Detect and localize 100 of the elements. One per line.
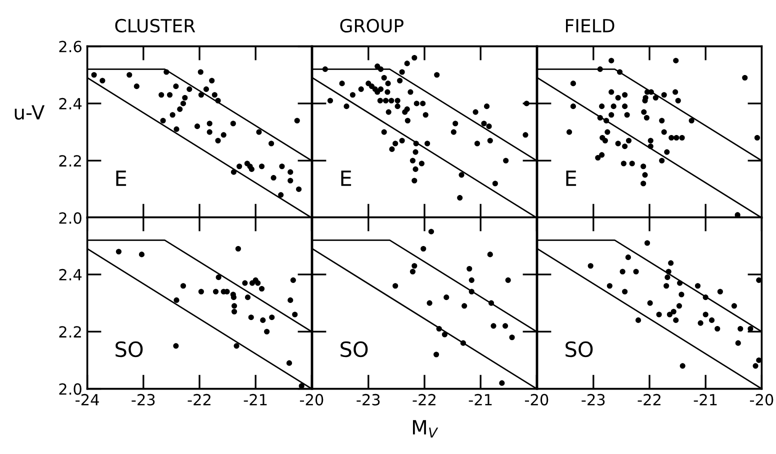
- point: [412, 263, 418, 269]
- point: [659, 118, 665, 124]
- point: [450, 129, 456, 135]
- point: [215, 98, 221, 104]
- point: [296, 186, 302, 192]
- point: [676, 303, 682, 309]
- point: [604, 118, 610, 124]
- point: [486, 124, 492, 130]
- point: [164, 69, 170, 75]
- point: [399, 69, 405, 75]
- point: [232, 303, 238, 309]
- point: [452, 120, 458, 126]
- point: [408, 89, 414, 95]
- point: [292, 312, 298, 318]
- point: [668, 260, 674, 266]
- point: [505, 277, 511, 283]
- point: [322, 66, 328, 72]
- point: [174, 297, 180, 303]
- x-tick-label: -20: [524, 394, 548, 406]
- point: [180, 100, 186, 106]
- point: [499, 380, 505, 386]
- point: [350, 92, 356, 98]
- point: [620, 268, 626, 274]
- point: [384, 89, 390, 95]
- point: [754, 134, 760, 141]
- point: [640, 164, 646, 170]
- point: [358, 86, 364, 92]
- point: [138, 252, 144, 258]
- point: [664, 274, 670, 280]
- x-tick-label: -22: [638, 394, 660, 406]
- point: [279, 164, 285, 170]
- point: [378, 66, 384, 72]
- point: [116, 248, 122, 254]
- annotation: E: [341, 170, 352, 186]
- point: [386, 109, 392, 115]
- x-tick-label: -20: [750, 394, 774, 406]
- annotation: SO: [116, 341, 143, 358]
- point: [206, 120, 212, 126]
- point: [378, 86, 384, 92]
- point: [212, 92, 218, 98]
- point: [670, 308, 676, 314]
- point: [622, 104, 628, 110]
- point: [636, 317, 642, 323]
- point: [368, 84, 375, 90]
- point: [502, 323, 508, 329]
- point: [426, 300, 432, 306]
- point: [198, 92, 204, 98]
- point: [177, 106, 183, 112]
- point: [339, 80, 345, 86]
- point: [413, 140, 419, 146]
- x-tick-label: -23: [132, 394, 155, 406]
- x-tick-label: -22: [412, 394, 436, 406]
- point: [460, 340, 466, 346]
- point: [230, 294, 236, 300]
- point: [242, 280, 248, 286]
- point: [622, 144, 628, 150]
- point: [644, 240, 650, 246]
- annotation: SO: [566, 341, 593, 358]
- point: [616, 69, 623, 75]
- chart-title: FIELD: [566, 19, 614, 32]
- point: [679, 134, 685, 141]
- point: [640, 180, 646, 186]
- x-tick-label: -21: [244, 394, 267, 406]
- point: [268, 140, 274, 146]
- point: [327, 98, 334, 104]
- point: [503, 158, 509, 164]
- point: [410, 158, 416, 164]
- point: [270, 175, 276, 181]
- annotation: E: [116, 170, 126, 186]
- point: [673, 58, 679, 64]
- point: [570, 80, 576, 86]
- y-tick-label: 2.4: [59, 98, 82, 110]
- point: [468, 288, 474, 294]
- annotation: E: [566, 170, 576, 186]
- point: [412, 149, 418, 155]
- point: [434, 352, 440, 358]
- point: [484, 104, 490, 110]
- point: [644, 114, 650, 121]
- point: [626, 138, 632, 144]
- point: [186, 86, 192, 92]
- point: [444, 294, 450, 300]
- point: [288, 297, 294, 303]
- y-tick-label: 2.2: [59, 326, 81, 338]
- chart-title: CLUSTER: [115, 18, 196, 33]
- point: [404, 60, 410, 66]
- point: [524, 100, 530, 106]
- point: [602, 138, 608, 144]
- point: [666, 268, 672, 274]
- y-tick-label: 2.0: [59, 383, 82, 395]
- y-axis-title: u-V: [14, 105, 45, 120]
- point: [599, 104, 605, 110]
- point: [661, 92, 667, 98]
- point: [629, 160, 635, 166]
- point: [258, 286, 265, 292]
- point: [708, 317, 715, 323]
- point: [170, 112, 176, 118]
- point: [738, 326, 744, 332]
- point: [385, 80, 391, 86]
- point: [256, 129, 262, 135]
- point: [209, 78, 215, 84]
